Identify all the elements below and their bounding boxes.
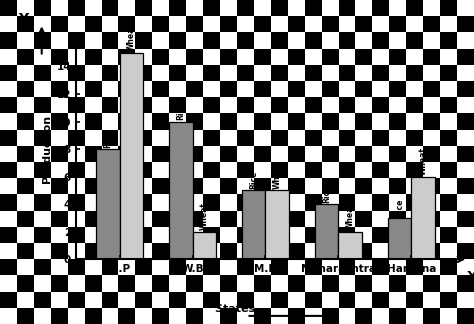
Bar (169, 122, 192, 259)
Bar (242, 190, 265, 259)
Text: X: X (466, 270, 474, 284)
Bar (192, 232, 216, 259)
Bar (96, 149, 119, 259)
Y-axis label: Production: Production (42, 115, 52, 183)
Bar (265, 190, 289, 259)
Text: Rice: Rice (322, 184, 331, 203)
Text: Wheat: Wheat (419, 147, 428, 175)
Text: Wheat: Wheat (346, 202, 355, 230)
Text: Rice: Rice (176, 102, 185, 120)
Bar (119, 52, 143, 259)
Text: Rice: Rice (395, 198, 404, 216)
Text: Wheat: Wheat (127, 23, 136, 51)
Bar (338, 232, 362, 259)
Text: Wheat: Wheat (273, 161, 282, 189)
Text: Rice: Rice (103, 129, 112, 148)
Text: Y: Y (18, 12, 28, 26)
Bar (388, 218, 411, 259)
Bar (411, 177, 435, 259)
Text: States: States (215, 304, 259, 314)
Bar (315, 204, 338, 259)
Text: Rice: Rice (249, 171, 258, 189)
Text: Wheat: Wheat (200, 202, 209, 230)
